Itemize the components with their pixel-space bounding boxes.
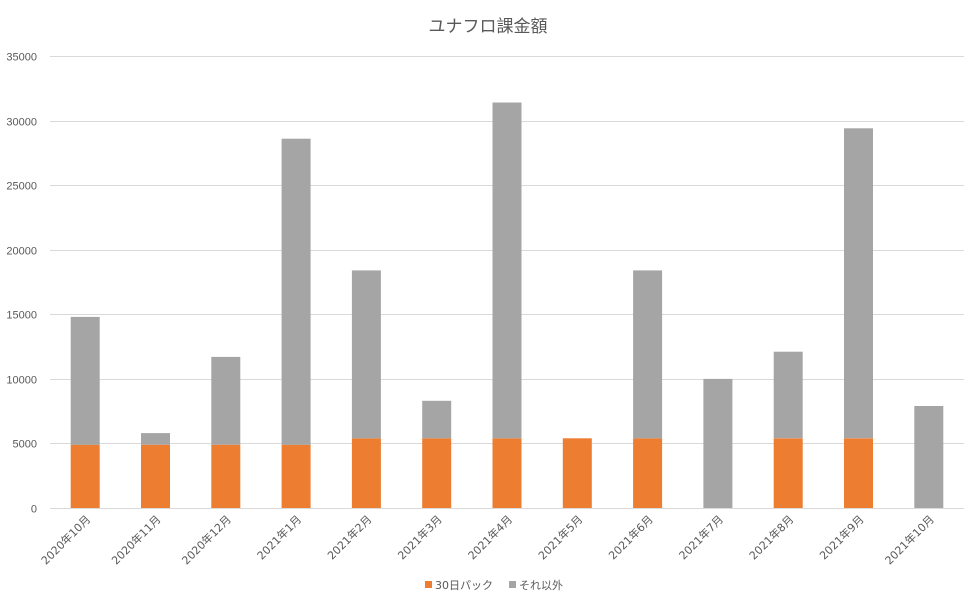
bar-segment-series-0-8 — [633, 438, 663, 508]
bar-segment-series-0-3 — [281, 444, 311, 508]
bar-segment-series-1-0 — [70, 316, 100, 445]
bar-segment-series-0-6 — [492, 438, 522, 508]
bars — [70, 102, 944, 508]
x-tick-label: 2020年12月 — [179, 512, 234, 567]
bar-segment-series-1-1 — [141, 433, 170, 445]
y-tick-label: 35000 — [6, 52, 37, 64]
bar-segment-series-0-4 — [351, 438, 381, 508]
bar-segment-series-0-2 — [211, 444, 241, 508]
y-tick-label: 15000 — [6, 310, 37, 322]
x-axis-ticks: 2020年10月 2020年11月 2020年12月 2021年1月 2021年2月 20… — [38, 512, 937, 567]
bar-segment-series-1-6 — [492, 102, 522, 439]
bar-segment-series-1-5 — [422, 400, 452, 439]
legend-label: それ以外 — [519, 579, 563, 592]
bar-segment-series-0-10 — [773, 438, 803, 508]
y-tick-label: 5000 — [13, 439, 37, 451]
bar-segment-series-1-4 — [351, 270, 381, 439]
bar-segment-series-0-7 — [562, 438, 592, 508]
bar-segment-series-1-8 — [633, 270, 663, 439]
legend: 30日パック それ以外 — [425, 579, 563, 592]
bar-segment-series-0-0 — [70, 444, 100, 508]
x-tick-label: 2021年9月 — [816, 512, 866, 562]
x-tick-label: 2021年6月 — [606, 512, 656, 562]
x-tick-label: 2020年10月 — [38, 512, 93, 567]
y-tick-label: 0 — [31, 504, 37, 516]
bar-segment-series-0-5 — [422, 438, 452, 508]
y-axis-ticks: 0 5000 10000 15000 20000 25000 30000 35000 — [6, 52, 37, 516]
x-tick-label: 2021年5月 — [535, 512, 585, 562]
y-tick-label: 20000 — [6, 246, 37, 258]
y-tick-label: 25000 — [6, 181, 37, 193]
x-tick-label: 2021年7月 — [676, 512, 726, 562]
x-tick-label: 2021年2月 — [324, 512, 374, 562]
x-tick-label: 2021年1月 — [254, 512, 304, 562]
x-tick-label: 2021年4月 — [465, 512, 515, 562]
y-tick-label: 10000 — [6, 375, 37, 387]
bar-segment-series-0-11 — [844, 438, 873, 508]
bar-segment-series-1-3 — [281, 138, 311, 445]
x-tick-label: 2021年10月 — [882, 512, 937, 567]
y-tick-label: 30000 — [6, 117, 37, 129]
x-tick-label: 2020年11月 — [108, 512, 163, 567]
legend-swatch — [425, 581, 432, 588]
bar-segment-series-0-1 — [141, 444, 170, 508]
bar-segment-series-1-10 — [773, 351, 803, 439]
x-tick-label: 2021年8月 — [746, 512, 796, 562]
chart-title: ユナフロ課金額 — [429, 17, 548, 37]
bar-segment-series-1-2 — [211, 356, 241, 445]
bar-segment-series-1-11 — [844, 128, 873, 439]
bar-segment-series-1-12 — [914, 406, 944, 508]
legend-label: 30日パック — [435, 579, 493, 592]
bar-segment-series-1-9 — [703, 378, 733, 508]
legend-swatch — [509, 581, 516, 588]
x-tick-label: 2021年3月 — [395, 512, 445, 562]
